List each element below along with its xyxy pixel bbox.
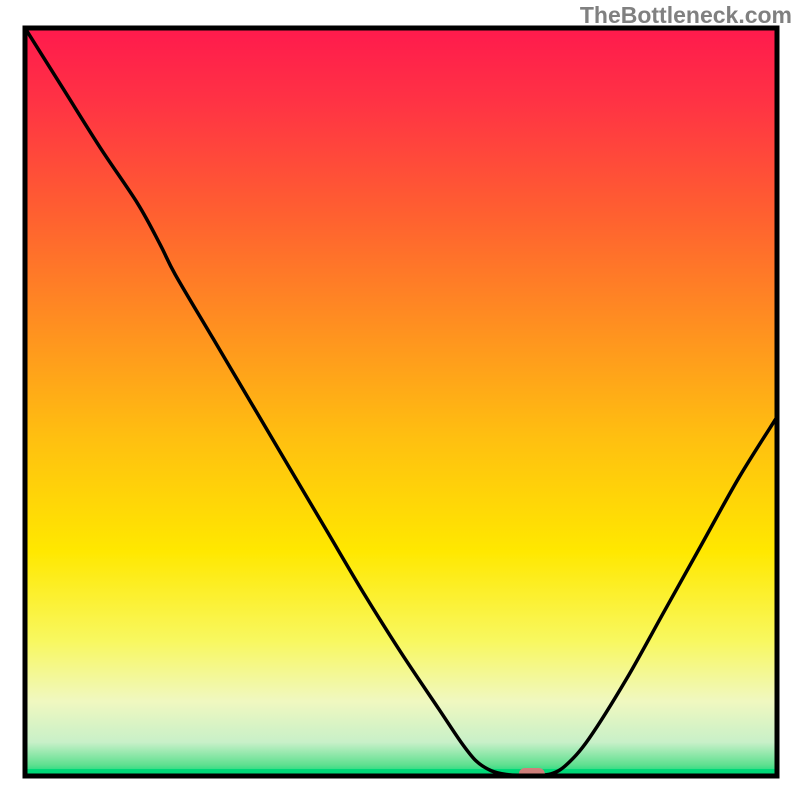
watermark-text: TheBottleneck.com bbox=[580, 2, 792, 29]
bottleneck-chart bbox=[0, 0, 800, 800]
gradient-background bbox=[25, 28, 777, 776]
chart-container: TheBottleneck.com bbox=[0, 0, 800, 800]
